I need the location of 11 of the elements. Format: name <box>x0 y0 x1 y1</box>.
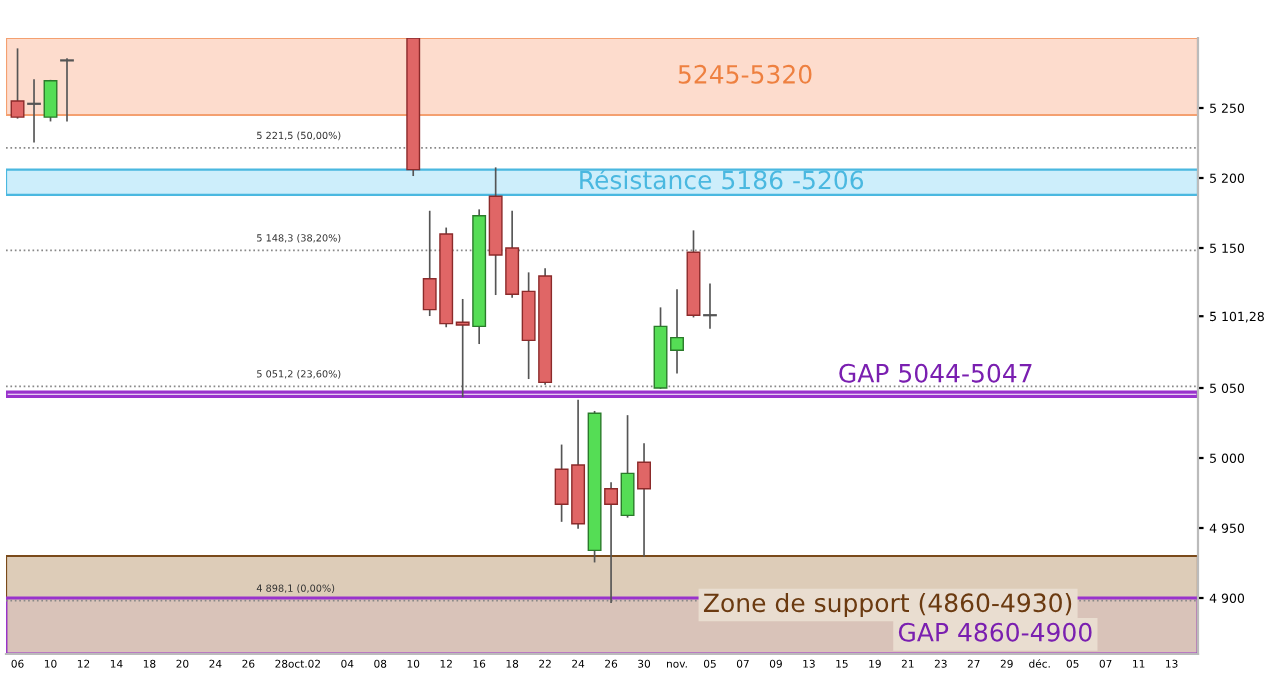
band-label: Zone de support (4860-4930) <box>703 592 1072 618</box>
candlestick <box>604 482 619 604</box>
band-label: Résistance 5186 -5206 <box>580 169 864 190</box>
candlestick <box>60 58 74 122</box>
candlestick <box>620 415 635 518</box>
candlestick <box>703 283 717 329</box>
candlestick <box>637 443 652 557</box>
band-label: GAP 5044-5047 <box>839 363 1032 383</box>
candlestick <box>27 79 41 143</box>
band-label: GAP 4860-4900 <box>898 622 1092 642</box>
band-label: 5245-5320 <box>678 64 812 84</box>
